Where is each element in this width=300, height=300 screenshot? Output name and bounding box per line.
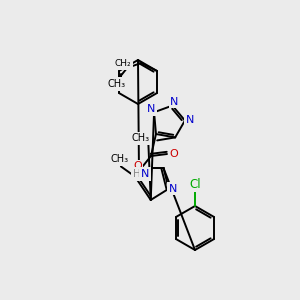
- Text: O: O: [133, 161, 142, 171]
- Text: CH₃: CH₃: [111, 154, 129, 164]
- Text: N: N: [169, 184, 177, 194]
- Text: CH₃: CH₃: [108, 79, 126, 89]
- Text: N: N: [170, 97, 178, 106]
- Text: CH₂: CH₂: [115, 59, 131, 68]
- Text: Cl: Cl: [189, 178, 201, 190]
- Text: H: H: [133, 169, 141, 179]
- Text: N: N: [186, 115, 194, 124]
- Text: N: N: [141, 169, 149, 179]
- Text: N: N: [147, 104, 155, 114]
- Text: CH₃: CH₃: [131, 134, 149, 143]
- Text: O: O: [169, 149, 178, 159]
